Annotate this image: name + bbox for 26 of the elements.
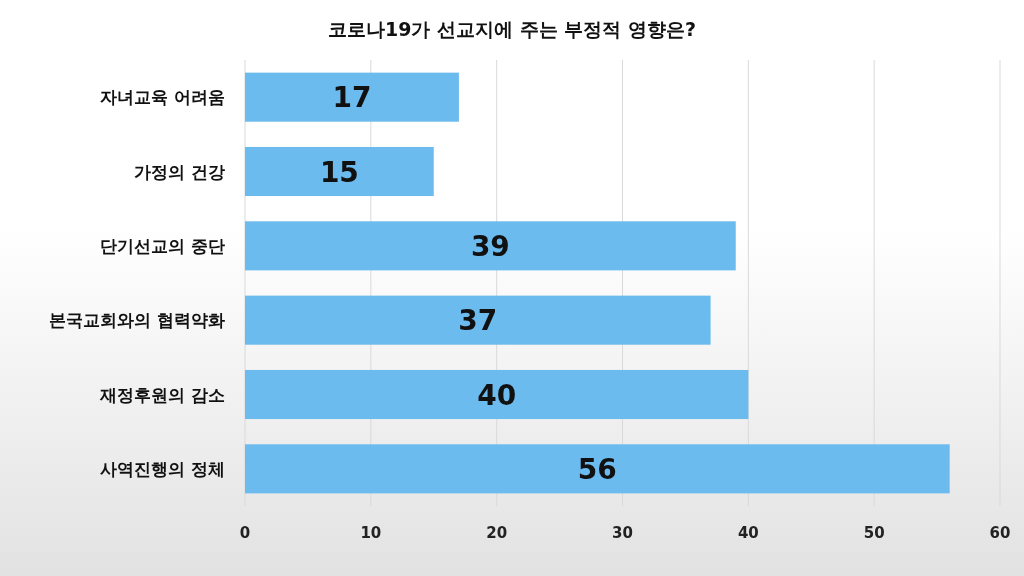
data-label: 15 bbox=[319, 155, 359, 189]
x-tick-label: 60 bbox=[989, 524, 1011, 542]
y-tick-label: 사역진행의 정체 bbox=[100, 458, 225, 479]
data-label: 56 bbox=[577, 452, 617, 486]
y-tick-label: 본국교회와의 협력약화 bbox=[49, 310, 225, 331]
x-tick-label: 20 bbox=[486, 524, 508, 542]
x-tick-label: 0 bbox=[239, 524, 251, 542]
x-tick-label: 50 bbox=[863, 524, 885, 542]
chart-title: 코로나19가 선교지에 주는 부정적 영향은? bbox=[328, 18, 696, 40]
data-label: 37 bbox=[458, 304, 498, 338]
x-tick-label: 30 bbox=[612, 524, 633, 542]
data-label: 17 bbox=[332, 81, 372, 115]
y-tick-label: 재정후원의 감소 bbox=[99, 384, 225, 405]
data-label: 40 bbox=[477, 378, 517, 412]
x-tick-label: 40 bbox=[737, 524, 759, 542]
bar bbox=[245, 444, 950, 494]
bar bbox=[245, 295, 711, 345]
bar bbox=[245, 72, 459, 122]
y-tick-label: 자녀교육 어려움 bbox=[100, 87, 225, 108]
bar bbox=[245, 221, 736, 271]
y-tick-label: 가정의 건강 bbox=[134, 161, 225, 182]
bar bbox=[245, 146, 434, 197]
data-label: 39 bbox=[470, 229, 510, 263]
bar bbox=[245, 369, 749, 420]
x-tick-label: 10 bbox=[360, 524, 382, 542]
y-tick-label: 단기선교의 중단 bbox=[100, 235, 225, 256]
